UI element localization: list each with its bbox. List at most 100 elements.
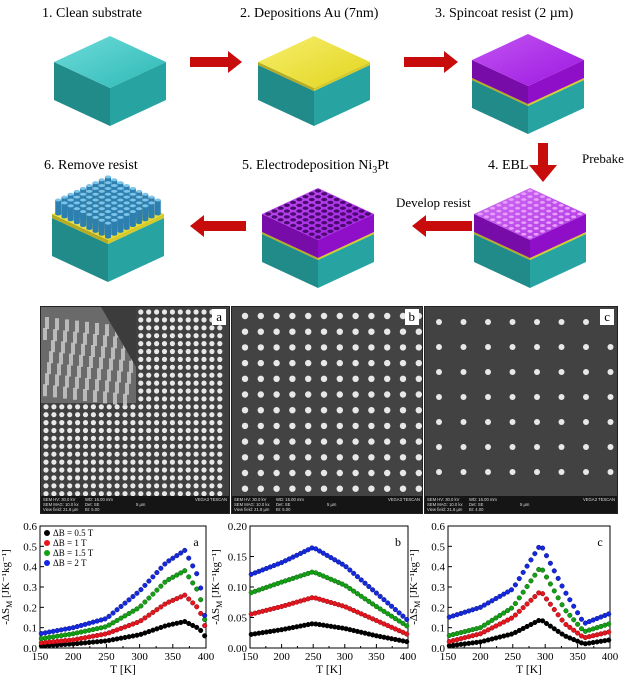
chart-panel-letter: a — [193, 535, 199, 549]
sem-pillar — [177, 380, 183, 386]
sem-pillar — [384, 422, 391, 430]
inset-pillar — [107, 369, 111, 382]
step-4-label: 4. EBL — [488, 158, 529, 173]
exposed-dot — [533, 215, 539, 219]
sem-pillar — [154, 420, 160, 426]
y-label-sub: M — [215, 601, 224, 608]
sem-pillar — [415, 438, 422, 445]
sem-pillar — [217, 427, 223, 434]
sem-bi: BI: 5.00 — [85, 507, 100, 512]
sem-pillar — [169, 427, 175, 434]
data-point — [351, 570, 357, 576]
y-label-main: -ΔS — [408, 608, 420, 625]
data-point — [150, 574, 156, 580]
exposed-dot — [514, 224, 521, 227]
sem-pillar — [257, 328, 264, 335]
inset-pillar — [77, 365, 81, 378]
data-point — [532, 594, 538, 600]
sem-pillar — [138, 317, 144, 323]
sem-pillar — [154, 364, 160, 370]
sem-pillar — [305, 328, 312, 335]
data-point — [146, 578, 152, 584]
inset-pillar — [117, 370, 121, 383]
sem-pillar — [177, 475, 183, 481]
inset-pillar — [43, 384, 47, 397]
resist-hole — [296, 215, 303, 219]
block-layer-left — [262, 214, 318, 258]
data-point — [126, 610, 132, 617]
sem-pillar — [607, 444, 614, 450]
inset-pillar — [65, 319, 69, 332]
sem-view-field: View field: 21.8 µm — [234, 507, 270, 512]
resist-hole — [315, 206, 321, 210]
sem-pillar — [98, 443, 104, 449]
data-point — [354, 591, 360, 597]
nanopillar-top — [105, 181, 111, 185]
sem-pillar — [43, 435, 49, 441]
data-point — [170, 555, 176, 561]
nanopillar-base — [61, 215, 68, 219]
sem-pillar — [193, 309, 199, 315]
sem-pillar — [485, 344, 491, 350]
sem-pillar — [460, 394, 467, 400]
sem-pillar — [82, 451, 89, 457]
inset-pillar — [93, 390, 97, 403]
nanopillar-body — [142, 205, 149, 220]
sem-pillar — [607, 369, 614, 375]
sem-pillar — [130, 459, 136, 465]
nanopillar-top — [123, 184, 130, 188]
data-point — [540, 591, 546, 597]
data-point — [134, 590, 140, 596]
sem-pillar — [607, 344, 614, 350]
sem-pillar — [534, 394, 540, 400]
nanopillar-top — [61, 201, 68, 205]
x-axis-label: T [K] — [110, 664, 136, 676]
sem-pillar — [201, 333, 207, 339]
y-tick-label: 0.6 — [23, 521, 37, 533]
sem-pillar — [146, 364, 152, 370]
nanopillar-body — [154, 200, 161, 214]
sem-pillar — [177, 427, 183, 434]
sem-pillar — [193, 475, 199, 481]
resist-hole — [364, 212, 371, 216]
data-point — [508, 587, 515, 593]
nanopillar-body — [86, 214, 93, 229]
sem-wd: WD: 15.00 mm — [469, 497, 497, 502]
sem-pillar — [558, 394, 565, 400]
resist-hole — [271, 209, 278, 213]
sem-pillar — [146, 412, 152, 418]
nanopillar-top — [98, 178, 105, 182]
sem-pillar — [485, 319, 491, 325]
resist-hole — [308, 192, 315, 196]
nanopillar-top — [142, 192, 149, 196]
sem-pillar — [169, 475, 175, 481]
sem-image-b: b SEM HV: 30.0 kV WD: 15.00 mm VEGA3 TES… — [231, 306, 423, 514]
data-point — [551, 588, 557, 594]
sem-pillar — [534, 444, 540, 450]
exposed-dot — [502, 201, 508, 204]
data-point — [481, 622, 487, 628]
inset-shadow — [101, 307, 136, 367]
nanopillar-top — [105, 186, 111, 190]
sem-pillar — [122, 412, 128, 418]
sem-pillar — [154, 427, 160, 434]
data-point — [122, 600, 128, 606]
y-tick-label: 0.4 — [431, 562, 445, 574]
sem-pillar — [193, 420, 199, 426]
data-point — [320, 550, 326, 556]
sem-pillar — [217, 356, 223, 362]
sem-pillar — [185, 356, 191, 362]
sem-pillar — [217, 420, 223, 426]
sem-pillar — [336, 312, 343, 320]
nanopillar-top — [117, 215, 124, 219]
sem-pillar — [177, 459, 183, 465]
nanopillar-body — [98, 220, 105, 235]
exposed-dot — [521, 221, 527, 225]
inset-pillar — [49, 351, 53, 364]
sem-pillar — [257, 359, 264, 367]
data-point — [540, 567, 546, 573]
exposed-dot — [546, 227, 552, 230]
data-point — [606, 621, 612, 627]
exposed-dot — [483, 209, 490, 213]
inset-pillar — [105, 324, 109, 337]
